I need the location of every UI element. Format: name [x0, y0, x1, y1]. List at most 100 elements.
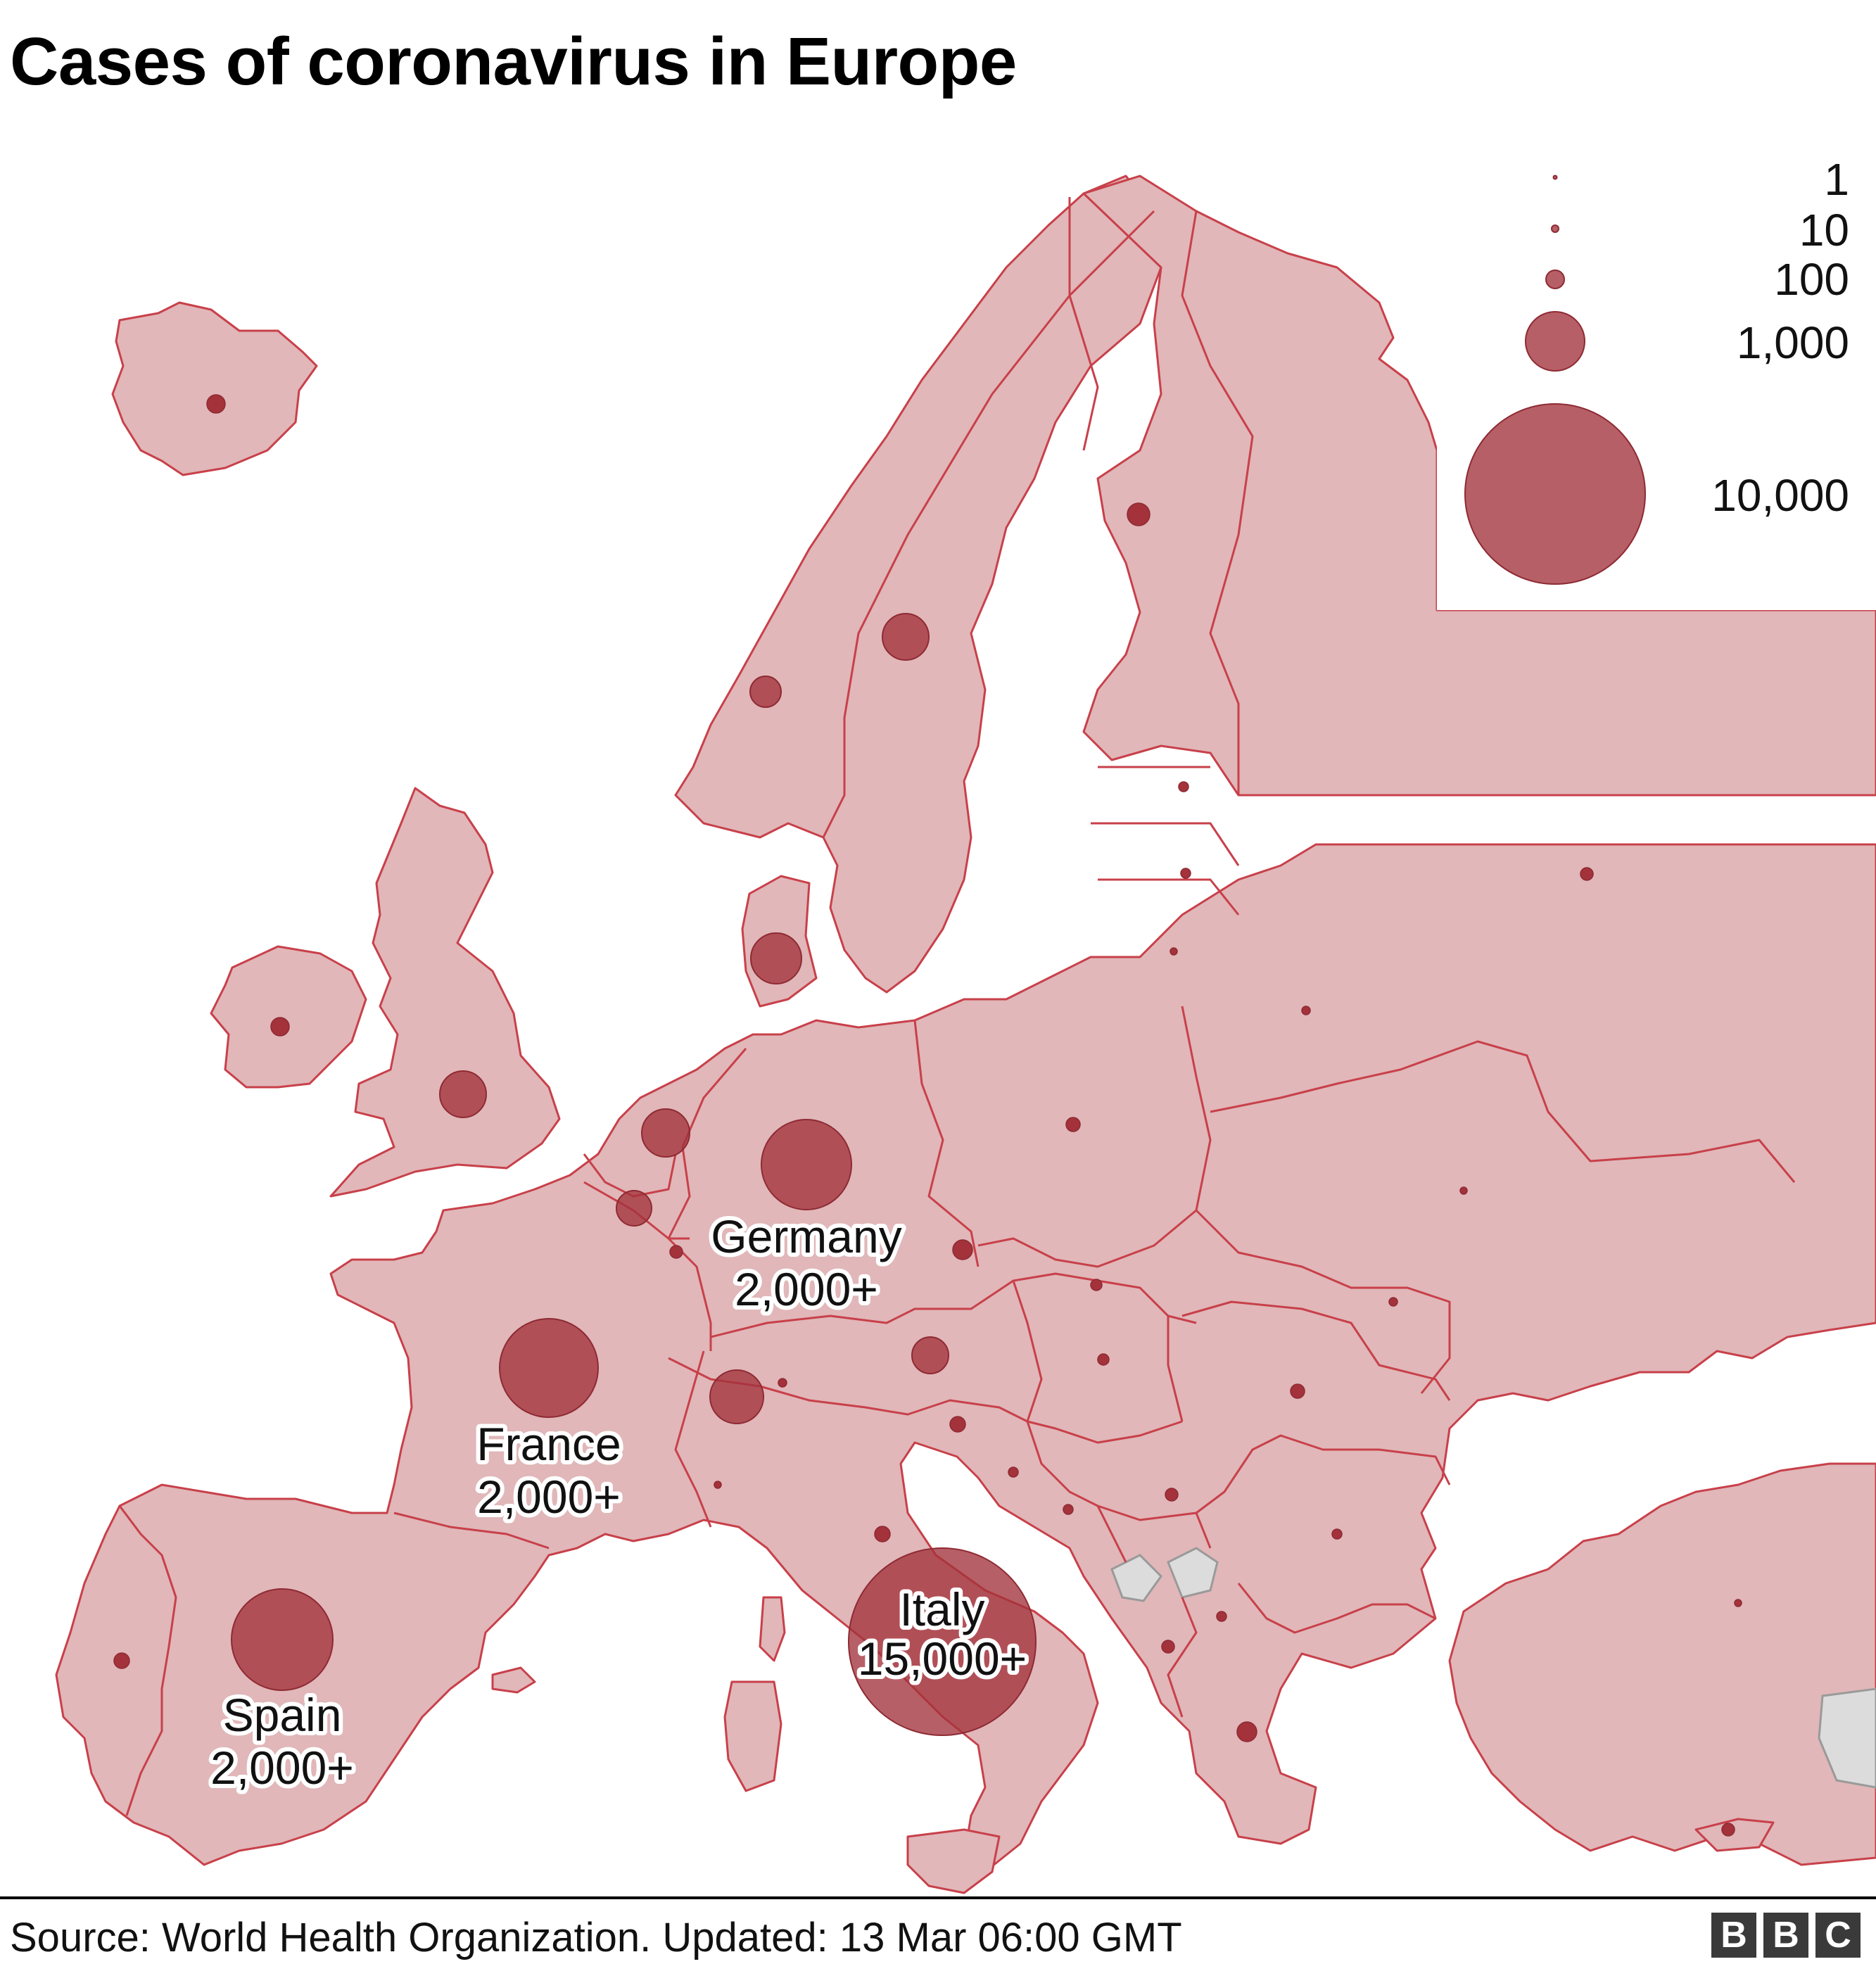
bubble-spain — [231, 1588, 334, 1691]
border-ukraine-south — [1195, 1209, 1451, 1394]
logo-letter-c: C — [1815, 1913, 1861, 1958]
bubble-netherlands — [641, 1108, 690, 1158]
label-italy-value: 15,000+ — [858, 1633, 1027, 1685]
border-sweden-finland — [1068, 197, 1099, 451]
source-note: Source: World Health Organization. Updat… — [10, 1915, 1182, 1960]
no-data-region-kosovo — [1167, 1547, 1219, 1599]
bubble-italy — [848, 1547, 1037, 1736]
border-germany-east — [913, 1020, 980, 1267]
border-belarus-ukraine — [1210, 1040, 1796, 1183]
land-turkey — [1448, 1462, 1876, 1866]
label-france-value: 2,000+ — [477, 1471, 621, 1523]
legend-label-1: 1 — [1824, 154, 1849, 205]
size-legend: 1 10 100 1,000 10,000 — [1437, 130, 1876, 610]
bubble-uk — [439, 1070, 487, 1118]
bubble-latvia — [1180, 868, 1191, 879]
bubble-belgium — [616, 1190, 652, 1227]
legend-label-1000: 1,000 — [1736, 317, 1849, 368]
no-data-region-caucasus — [1818, 1687, 1876, 1789]
bubble-poland — [1065, 1117, 1081, 1132]
bubble-germany — [761, 1119, 852, 1210]
land-sicily — [906, 1828, 1001, 1894]
bubble-luxembourg — [669, 1245, 683, 1259]
bubble-ireland — [270, 1017, 290, 1037]
border-czech-austria — [710, 1272, 1197, 1338]
no-data-region-montenegro — [1110, 1554, 1162, 1602]
border-hungary — [1012, 1280, 1451, 1422]
label-germany-value: 2,000+ — [735, 1263, 878, 1315]
label-italy-name: Italy — [899, 1583, 984, 1635]
land-great-britain — [329, 787, 561, 1198]
border-france-italy-swiss — [674, 1350, 712, 1528]
border-balkans — [1026, 1421, 1451, 1718]
bubble-finland — [1127, 502, 1151, 526]
bubble-romania — [1290, 1383, 1305, 1399]
legend-circle-100 — [1545, 270, 1565, 289]
bubble-liechtenstein — [778, 1378, 787, 1388]
legend-circle-10 — [1551, 224, 1559, 233]
border-baltics — [1091, 766, 1240, 916]
bubble-france — [499, 1318, 599, 1418]
bubble-czechia — [952, 1239, 973, 1260]
bubble-albania — [1161, 1640, 1175, 1654]
label-spain-name: Spain — [223, 1689, 342, 1741]
legend-label-100: 100 — [1774, 254, 1849, 305]
label-france-name: France — [476, 1418, 621, 1470]
bubble-austria — [911, 1336, 949, 1374]
bubble-bosnia — [1063, 1504, 1074, 1515]
legend-circle-1 — [1552, 175, 1558, 180]
bubble-san-marino — [874, 1526, 891, 1542]
land-iceland — [111, 301, 318, 476]
legend-circle-1000 — [1525, 311, 1585, 372]
bubble-croatia — [1008, 1466, 1019, 1478]
bubble-bulgaria — [1331, 1528, 1343, 1540]
map-canvas: Italy 15,000+ Germany 2,000+ France 2,00… — [55, 175, 1876, 1894]
label-germany-name: Germany — [711, 1210, 901, 1262]
border-germany-west — [667, 1048, 747, 1351]
border-portugal — [118, 1505, 177, 1816]
map-title: Cases of coronavirus in Europe — [10, 24, 1017, 99]
europe-map: Italy 15,000+ Germany 2,000+ France 2,00… — [0, 123, 1876, 1896]
land-balearic — [491, 1666, 536, 1694]
footer-divider — [0, 1896, 1876, 1899]
bubble-slovakia — [1090, 1279, 1103, 1291]
bubble-hungary — [1097, 1353, 1110, 1366]
bubble-turkey — [1734, 1599, 1742, 1607]
legend-circles — [1464, 175, 1646, 585]
bbc-logo: B B C — [1711, 1913, 1861, 1958]
legend-circle-10000 — [1464, 403, 1646, 585]
border-norway-sweden — [822, 210, 1155, 838]
country-labels: Italy 15,000+ Germany 2,000+ France 2,00… — [206, 1206, 1031, 1798]
land-ireland — [210, 945, 367, 1089]
border-finland-russia — [1181, 210, 1254, 795]
bubble-norway — [749, 676, 782, 708]
bubble-denmark — [750, 932, 802, 984]
bubble-estonia — [1178, 781, 1189, 792]
bubble-greece — [1236, 1721, 1257, 1742]
bubble-cyprus — [1721, 1823, 1735, 1837]
bubble-moldova — [1388, 1297, 1398, 1307]
bubble-belarus — [1301, 1006, 1311, 1015]
bubble-slovenia — [949, 1416, 966, 1433]
bubble-russia — [1580, 867, 1594, 881]
bubble-portugal — [113, 1652, 130, 1669]
bubble-ukraine — [1459, 1186, 1468, 1195]
land-scandinavia — [674, 175, 1162, 994]
case-bubbles — [113, 394, 1742, 1837]
logo-letter-b2: B — [1763, 1913, 1808, 1958]
land-corsica — [759, 1596, 786, 1662]
bubble-monaco — [714, 1481, 722, 1489]
label-spain-value: 2,000+ — [210, 1742, 354, 1794]
bubble-sweden — [882, 613, 930, 661]
bubble-serbia — [1165, 1488, 1179, 1502]
bubble-switzerland — [709, 1369, 764, 1424]
bubble-lithuania — [1170, 947, 1178, 956]
bubble-north-macedonia — [1216, 1611, 1227, 1622]
land-sardinia — [723, 1680, 782, 1792]
logo-letter-b1: B — [1711, 1913, 1756, 1958]
legend-label-10: 10 — [1799, 205, 1849, 255]
legend-label-10000: 10,000 — [1711, 470, 1849, 521]
border-poland-east — [977, 1006, 1212, 1268]
land-cyprus — [1694, 1818, 1775, 1852]
bubble-iceland — [206, 394, 226, 414]
